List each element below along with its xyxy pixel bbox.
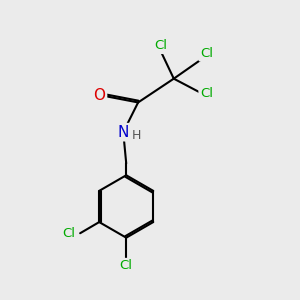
Text: H: H [132,129,141,142]
Text: Cl: Cl [154,40,167,52]
Text: Cl: Cl [63,227,76,240]
Text: Cl: Cl [200,47,213,60]
Text: O: O [94,88,106,103]
Text: Cl: Cl [120,260,133,272]
Text: Cl: Cl [200,87,213,100]
Text: N: N [118,125,129,140]
